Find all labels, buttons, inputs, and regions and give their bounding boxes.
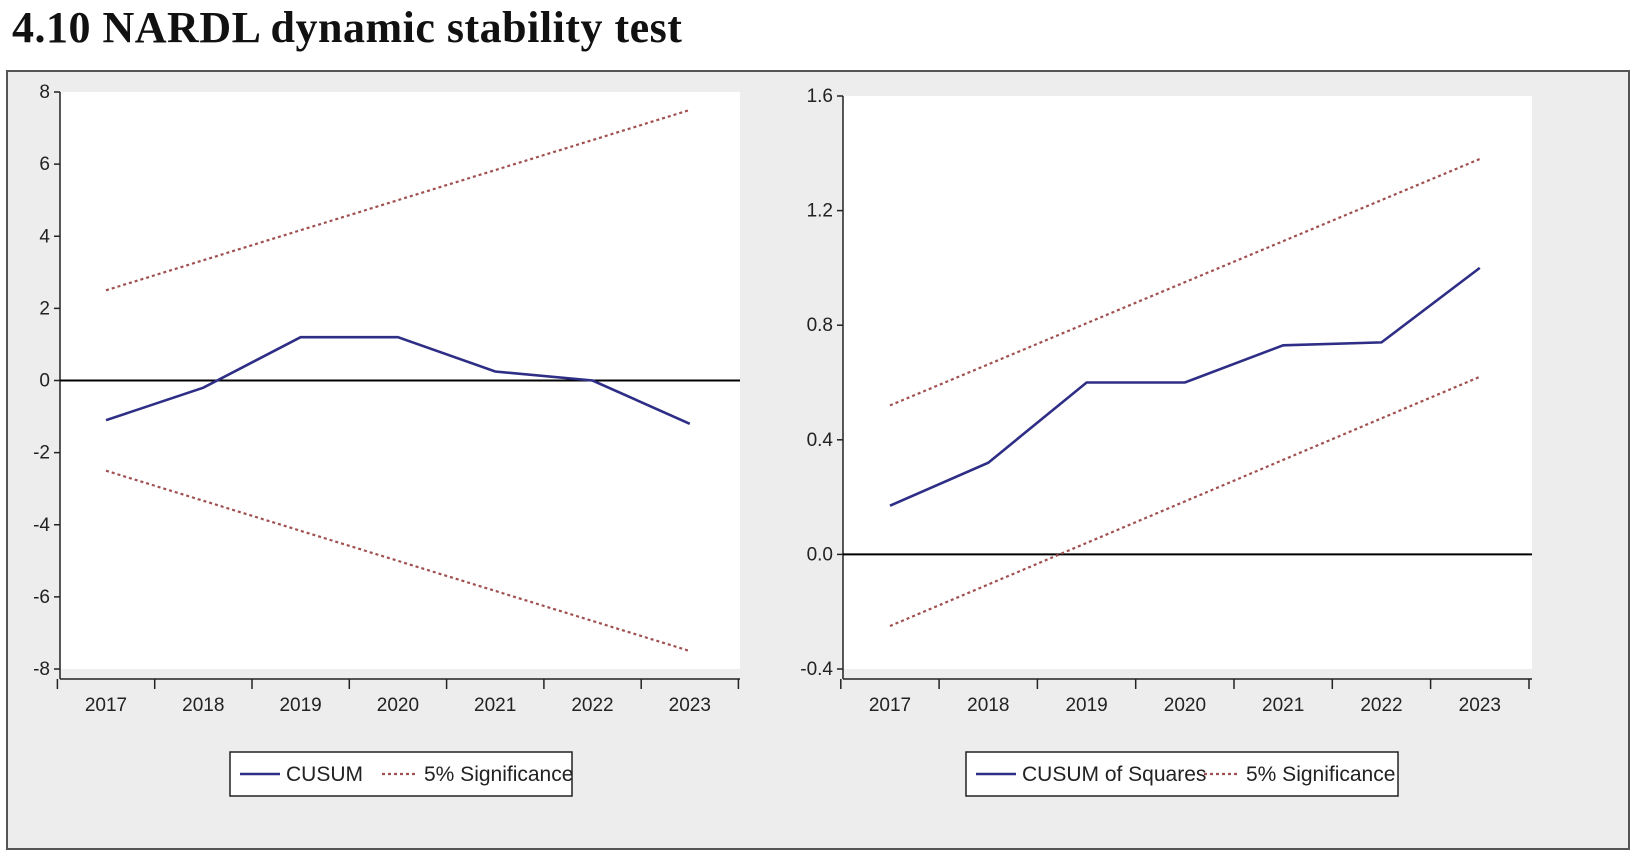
cusumsq-legend-label-series: CUSUM of Squares [1022,763,1206,786]
cusumsq-x-tick-label: 2017 [869,695,911,716]
cusum-x-tick-label: 2022 [571,695,613,716]
cusumsq-x-tick-label: 2021 [1262,695,1304,716]
cusum-x-tick-label: 2018 [182,695,224,716]
cusum-y-tick-label: -6 [33,587,50,608]
cusum-y-tick-label: 2 [39,298,50,319]
cusumsq-y-tick-label: -0.4 [800,659,833,680]
cusum-y-tick-label: 0 [39,371,50,392]
cusumsq-y-tick-label: 0.4 [807,430,834,451]
cusumsq-x-tick-label: 2019 [1065,695,1107,716]
cusum-y-tick-label: 4 [39,226,50,247]
cusum-x-tick-label: 2017 [85,695,127,716]
cusumsq-series-line [889,266,1481,507]
cusumsq-y-tick-label: 1.2 [807,201,833,222]
charts-frame: 8 6 4 2 0 -2 -4 -6 -8 2017 2018 2019 2020 2021 2022 202… [6,70,1630,850]
cusum-y-tick-label: -8 [33,659,50,680]
cusum-legend-label-bound: 5% Significance [424,763,573,786]
cusum-squares-chart: 1.6 1.2 0.8 0.4 0.0 -0.4 2017 2018 2019 2020 2021 2… [800,86,1532,797]
cusumsq-y-tick-label: 1.6 [807,86,833,107]
cusumsq-upper-bound-line [889,157,1481,407]
cusum-series-line [105,335,691,425]
cusum-x-tick-label: 2021 [474,695,516,716]
cusumsq-x-tick-label: 2020 [1164,695,1206,716]
cusumsq-legend-box [965,751,1399,797]
cusumsq-legend-label-bound: 5% Significance [1246,763,1395,786]
cusumsq-y-tick-label: 0.0 [807,544,833,565]
cusum-x-tick-label: 2023 [669,695,711,716]
cusum-x-tick-label: 2020 [377,695,419,716]
cusumsq-x-tick-label: 2022 [1360,695,1402,716]
cusum-legend-label-series: CUSUM [286,763,363,786]
cusum-chart: 8 6 4 2 0 -2 -4 -6 -8 2017 2018 2019 2020 2021 2022 202… [33,82,740,797]
cusum-y-tick-label: -4 [33,515,50,536]
cusumsq-x-tick-label: 2018 [967,695,1009,716]
cusum-x-tick-label: 2019 [279,695,321,716]
cusumsq-y-tick-label: 0.8 [807,315,833,336]
cusum-y-tick-label: 8 [39,82,50,103]
figure-heading: 4.10 NARDL dynamic stability test [12,3,683,52]
cusumsq-lower-bound-line [889,375,1481,628]
cusum-y-tick-label: -2 [33,443,50,464]
cusum-y-tick-label: 6 [39,154,50,175]
cusumsq-x-tick-label: 2023 [1459,695,1501,716]
